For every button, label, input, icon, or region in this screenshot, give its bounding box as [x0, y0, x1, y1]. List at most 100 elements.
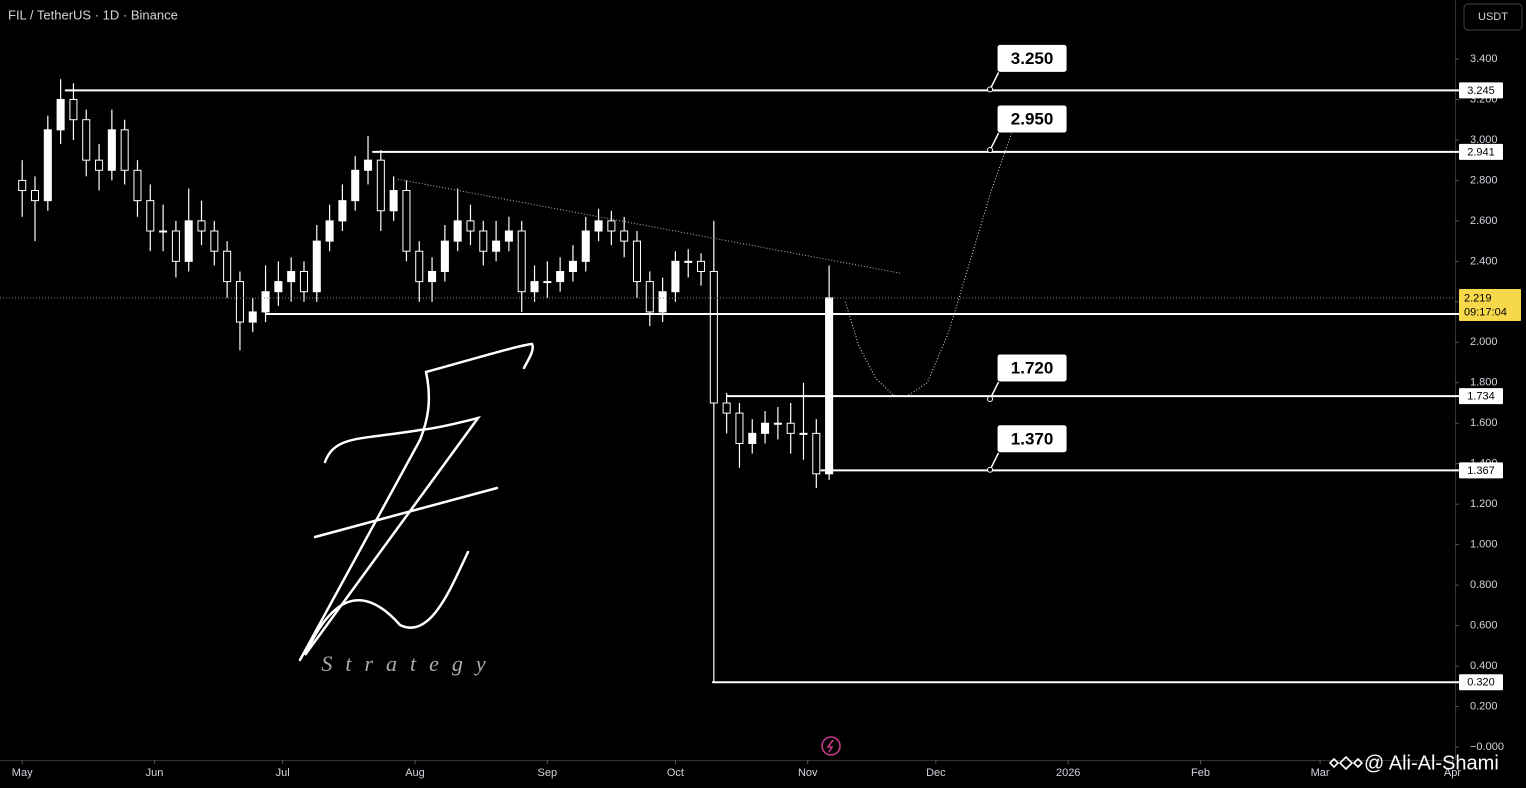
alert-circle — [821, 736, 841, 756]
candle-body — [223, 250, 232, 283]
candle-body — [735, 412, 744, 444]
annotation-label: 1.720 — [1011, 358, 1054, 377]
annotation-box — [996, 104, 1068, 134]
candle-body — [722, 402, 731, 414]
y-tick-label: 3.000 — [1470, 134, 1498, 146]
annotation-box — [996, 353, 1068, 383]
annotation-box — [996, 43, 1068, 73]
candle-body — [799, 432, 808, 435]
candle-body — [825, 297, 834, 475]
candle-body — [492, 240, 501, 252]
alert-bolt — [826, 739, 834, 753]
candle-body — [479, 230, 488, 252]
x-tick-label: 2026 — [1056, 767, 1080, 779]
y-tick-label: 2.800 — [1470, 174, 1498, 186]
candle-body — [632, 240, 642, 283]
logo-stroke — [298, 342, 534, 662]
logo — [298, 342, 534, 662]
candle-body — [773, 422, 782, 425]
annotation-box — [996, 424, 1068, 454]
candle-body — [786, 422, 795, 434]
candle-body — [159, 230, 168, 233]
y-tick-label: 0.600 — [1470, 619, 1498, 631]
candle-body — [210, 230, 219, 252]
currency-label[interactable]: USDT — [1478, 11, 1508, 23]
candle-body — [107, 129, 116, 171]
candle-body — [581, 230, 590, 262]
x-tick-label: Oct — [667, 767, 684, 779]
x-tick-label: Jul — [276, 767, 290, 779]
candle-body — [466, 220, 475, 232]
candle-body — [274, 281, 283, 293]
y-tick-label: 0.400 — [1470, 660, 1498, 672]
currency-button[interactable] — [1463, 3, 1523, 31]
y-tick-label: 1.000 — [1470, 539, 1498, 551]
alert-icon — [821, 736, 841, 756]
candle-body — [312, 240, 321, 293]
candle-body — [428, 270, 437, 283]
candle-body — [171, 230, 180, 262]
candle-body — [748, 432, 757, 444]
candle-body — [82, 119, 91, 161]
chart-title: FIL / TetherUS · 1D · Binance — [8, 7, 178, 22]
candle-body — [261, 291, 270, 313]
y-tick-label: 0.200 — [1470, 700, 1498, 712]
candle-body — [299, 270, 309, 293]
projection-path — [844, 129, 1014, 398]
candle-body — [69, 98, 78, 121]
level-price-box — [1459, 674, 1503, 691]
level-price-label: 2.941 — [1467, 146, 1495, 158]
annotation-pointer — [989, 378, 1001, 400]
level-price-label: 3.245 — [1467, 85, 1495, 97]
level-price-box — [1459, 462, 1503, 479]
candle-body — [697, 260, 706, 272]
candle-body — [338, 200, 347, 222]
candle-body — [671, 260, 680, 293]
level-price-label: 1.734 — [1467, 391, 1495, 403]
candle-body — [658, 291, 667, 313]
watermark-shape — [1328, 755, 1364, 771]
candle-body — [684, 260, 693, 263]
y-tick-label: 2.600 — [1470, 215, 1498, 227]
annotation-label: 3.250 — [1011, 49, 1054, 68]
candle-body — [594, 220, 603, 232]
x-tick-label: Nov — [798, 767, 818, 779]
candle-body — [146, 200, 155, 232]
trendline — [397, 178, 901, 274]
level-price-box — [1459, 388, 1503, 405]
level-price-box — [1459, 82, 1503, 99]
candle-body — [440, 240, 449, 272]
candle-body — [812, 432, 821, 475]
candle-body — [363, 159, 373, 171]
candle-body — [184, 220, 193, 262]
candle-body — [30, 190, 40, 202]
candle-body — [248, 311, 257, 323]
candle-body — [607, 220, 616, 232]
x-tick-label: Sep — [538, 767, 558, 779]
current-price-label: 2.219 — [1464, 292, 1492, 304]
candle-body — [120, 129, 129, 171]
annotation-anchor — [987, 147, 994, 154]
candle-body — [18, 179, 27, 192]
candle-body — [453, 220, 462, 242]
candle-body — [197, 220, 206, 232]
y-tick-label: 1.200 — [1470, 498, 1498, 510]
annotation-pointer — [989, 69, 1001, 90]
annotation-pointer — [989, 129, 1001, 151]
x-tick-label: Aug — [405, 767, 425, 779]
candle-body — [133, 169, 142, 202]
candle-body — [325, 220, 334, 242]
annotation-anchor — [987, 86, 994, 93]
y-tick-label: 1.800 — [1470, 377, 1498, 389]
watermark: @ Ali-Al-Shami — [1364, 752, 1499, 774]
y-tick-label: 2.000 — [1470, 336, 1498, 348]
annotation-anchor — [987, 466, 994, 473]
logo-text: Strategy — [321, 651, 498, 676]
candle-body — [568, 260, 577, 272]
logo-stroke — [303, 415, 482, 656]
candle-body — [402, 190, 411, 252]
y-tick-label: 1.600 — [1470, 417, 1498, 429]
x-tick-label: Apr — [1444, 767, 1461, 779]
